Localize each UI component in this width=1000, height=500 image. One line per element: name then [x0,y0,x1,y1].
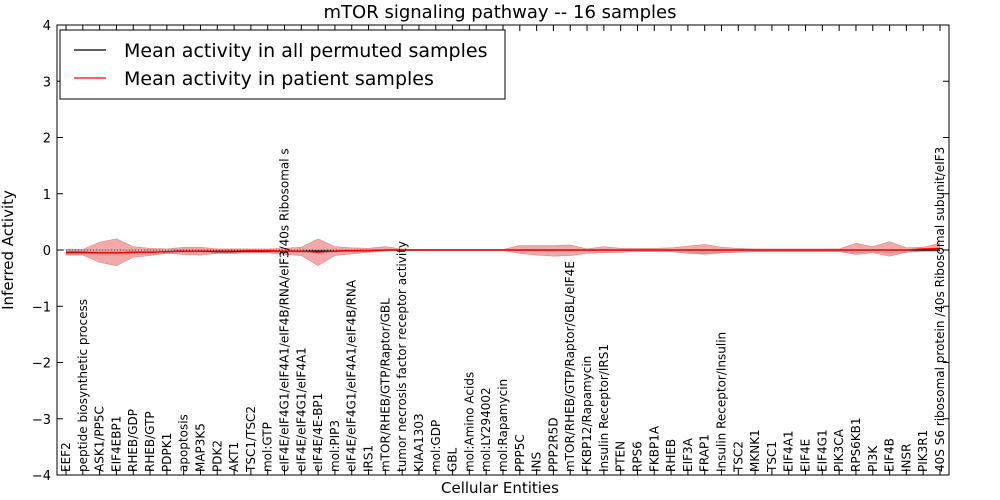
x-tick-label: FKBP12/Rapamycin [580,356,594,472]
x-tick-label: IRS1 [362,445,376,472]
x-tick-label: INS [530,452,544,472]
x-tick-label: GBL [446,447,460,472]
x-tick-label: EIF4G1 [815,429,829,472]
x-tick-label: mol:LY294002 [479,387,493,472]
x-tick-label: eIF4E/4E-BP1 [311,393,325,472]
x-tick-label: AKT1 [227,442,241,472]
x-tick-label: EIF4E [799,439,813,472]
chart-title: mTOR signaling pathway -- 16 samples [324,2,677,23]
x-tick-label: eIF4E/eIF4G1/eIF4A1/eIF4B/RNA [345,279,359,472]
x-tick-label: eIF4E/eIF4G1/eIF4A1/eIF4B/RNA/eIF3/40s R… [278,148,292,472]
x-tick-label: Insulin Receptor/Insulin [715,332,729,472]
x-tick-label: RPS6 [630,441,644,472]
x-tick-label: eIF4E/eIF4G1/eIF4A1 [294,347,308,472]
y-tick-label: 4 [43,19,51,34]
y-tick-label: −2 [32,357,51,372]
x-tick-label: EIF4B [883,438,897,472]
plot-area [57,238,949,267]
x-tick-label: tumor necrosis factor receptor activity [395,241,409,472]
x-tick-label: mol:PIP3 [328,420,342,472]
y-axis: 4 3 2 1 0 −1 −2 −3 −4 [32,19,949,484]
x-axis: EEF2 peptide biosynthetic process ASK1/PP5… [59,25,947,475]
x-tick-label: RHEB/GTP [143,411,157,472]
x-tick-label: PPP5C [513,434,527,472]
x-tick-label: FRAP1 [698,434,712,472]
legend-box [59,29,506,100]
x-tick-label: 40S S6 ribosomal protein /40s Ribosomal … [933,147,947,472]
legend-label-permuted: Mean activity in all permuted samples [124,40,487,62]
y-tick-label: 2 [43,132,51,147]
x-tick-label: Insulin Receptor/IRS1 [597,344,611,472]
x-tick-label: MAP3K5 [193,423,207,472]
x-tick-label: TSC1/TSC2 [244,406,258,473]
x-tick-label: peptide biosynthetic process [76,299,90,472]
x-tick-label: PTEN [614,441,628,472]
y-axis-title: Inferred Activity [0,190,17,310]
x-tick-label: mol:Rapamycin [496,379,510,472]
x-tick-label: PPP2R5D [546,417,560,472]
x-tick-label: EEF2 [59,442,73,472]
x-tick-label: PI3K [866,445,880,472]
x-tick-label: RHEB [664,439,678,472]
x-axis-title: Cellular Entities [441,479,559,497]
y-tick-label: 0 [43,244,51,259]
x-tick-label: mTOR/RHEB/GTP/Raptor/GBL [378,298,392,472]
x-tick-label: PIK3CA [832,428,846,472]
x-tick-label: mol:GTP [261,422,275,472]
x-tick-label: INSR [899,444,913,472]
y-tick-label: −3 [32,413,51,428]
x-tick-label: mol:Amino Acids [462,372,476,472]
x-tick-label: PIK3R1 [916,430,930,472]
x-tick-label: mTOR/RHEB/GTP/Raptor/GBL/eIF4E [563,261,577,472]
y-tick-label: 1 [43,188,51,203]
y-tick-label: −1 [32,300,51,315]
x-tick-label: RHEB/GDP [126,409,140,472]
x-tick-label: PDK2 [210,440,224,472]
x-tick-label: MKNK1 [748,429,762,472]
x-tick-label: EIF3A [681,437,695,472]
y-tick-label: 3 [43,75,51,90]
x-tick-label: EIF4A1 [782,430,796,472]
x-tick-label: TSC2 [731,441,745,473]
x-tick-label: mol:GDP [429,420,443,472]
legend-label-patient: Mean activity in patient samples [124,68,434,90]
legend: Mean activity in all permuted samples Me… [59,29,506,100]
x-tick-label: FKBP1A [647,425,661,472]
y-tick-label: −4 [32,469,51,484]
x-tick-label: apoptosis [177,414,191,472]
x-tick-label: RPS6KB1 [849,417,863,472]
x-tick-label: KIAA1303 [412,413,426,472]
x-tick-label: EIF4EBP1 [109,416,123,472]
x-tick-label: PDPK1 [160,433,174,472]
x-tick-label: ASK1/PP5C [93,406,107,472]
patient-mean-line [66,247,941,254]
patient-band [65,238,941,267]
x-tick-label: TSC1 [765,441,779,473]
